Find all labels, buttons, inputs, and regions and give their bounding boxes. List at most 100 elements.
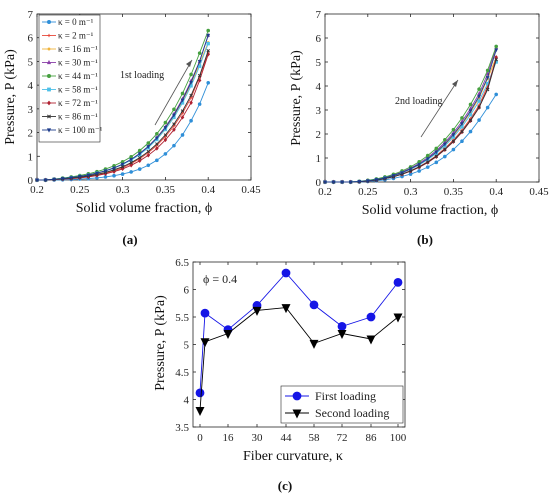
pa-data-point xyxy=(77,175,82,179)
pb-data-point xyxy=(391,174,396,178)
pa-data-point xyxy=(189,72,193,77)
legend-entry-label: κ = 44 m⁻¹ xyxy=(58,71,98,81)
pa-data-point xyxy=(35,178,39,183)
pb-data-point xyxy=(417,169,421,173)
pb-data-point xyxy=(485,105,490,110)
pb-ytick-label: 4 xyxy=(316,81,322,93)
pa-data-point xyxy=(129,170,133,174)
pa-data-point xyxy=(172,107,176,112)
pc-xtick-label: 72 xyxy=(337,432,348,444)
pc-data-point xyxy=(195,406,205,416)
pb-data-point xyxy=(357,180,362,184)
pb-data-point xyxy=(417,162,422,167)
legend-swatch-marker xyxy=(47,100,51,106)
pb-ytick-label: 3 xyxy=(316,105,322,117)
pb-data-point xyxy=(477,94,481,99)
pa-data-point xyxy=(206,33,211,38)
pa-data-point xyxy=(197,51,202,55)
pa-data-point xyxy=(163,126,168,130)
pa-ytick-label: 7 xyxy=(28,9,34,21)
pc-data-point xyxy=(337,329,347,339)
pb-data-point xyxy=(494,44,499,49)
pb-ytick-label: 1 xyxy=(316,153,322,165)
pa-data-point xyxy=(103,169,108,174)
panel-b-annotation: 2nd loading xyxy=(395,96,443,107)
pc-series-1 xyxy=(195,304,403,416)
pb-ytick-label: 2 xyxy=(316,129,322,141)
legend-swatch-marker xyxy=(46,128,52,133)
pb-data-point xyxy=(365,179,370,184)
pc-ytick-label: 5 xyxy=(184,340,190,352)
pb-data-point xyxy=(425,153,430,158)
pa-data-point xyxy=(146,141,151,145)
legend-swatch-marker xyxy=(47,87,51,92)
pc-legend-swatch-marker xyxy=(292,409,302,419)
pb-data-point xyxy=(477,105,481,109)
pb-data-point xyxy=(425,157,430,162)
panel-c-legend-box xyxy=(280,385,404,424)
panel-a-xlabel: Solid volume fraction, ϕ xyxy=(76,201,212,216)
legend-entry-label: κ = 72 m⁻¹ xyxy=(58,98,98,108)
panel-a-arrow xyxy=(154,59,193,126)
pa-data-point xyxy=(172,127,176,132)
pa-data-point xyxy=(206,80,211,85)
pb-xtick-label: 0.3 xyxy=(404,186,418,198)
pb-data-point xyxy=(434,146,439,151)
legend-swatch-marker xyxy=(46,59,52,65)
legend-entry-label: κ = 100 m⁻¹ xyxy=(58,125,103,135)
pb-data-point xyxy=(494,55,498,60)
pc-xtick-label: 58 xyxy=(309,432,321,444)
legend-swatch-marker xyxy=(47,47,51,51)
pa-data-point xyxy=(146,163,151,168)
pb-data-point xyxy=(425,165,430,169)
pb-xtick-label: 0.2 xyxy=(318,186,332,198)
pc-ytick-label: 5.5 xyxy=(175,312,189,324)
pb-data-point xyxy=(477,99,481,103)
pc-data-point xyxy=(223,329,233,339)
pb-data-point xyxy=(468,129,473,134)
pa-ytick-label: 5 xyxy=(28,56,34,68)
pb-data-point xyxy=(451,147,456,152)
pb-ytick-label: 0 xyxy=(316,177,322,189)
pc-ytick-label: 4 xyxy=(184,395,190,407)
pc-data-point xyxy=(200,308,210,318)
pb-data-point xyxy=(340,180,345,185)
pa-data-point xyxy=(180,109,185,113)
pa-data-point xyxy=(129,157,134,162)
pb-xtick-label: 0.25 xyxy=(358,186,378,198)
pc-ytick-label: 6.5 xyxy=(175,257,189,269)
pc-ytick-label: 4.5 xyxy=(175,367,189,379)
pb-data-point xyxy=(477,118,481,122)
pb-xtick-label: 0.35 xyxy=(444,186,464,198)
pa-data-point xyxy=(163,137,168,143)
pb-ytick-label: 5 xyxy=(316,57,322,69)
pc-data-point xyxy=(309,300,319,310)
legend-entry-label: κ = 58 m⁻¹ xyxy=(58,85,98,95)
pa-series-8 xyxy=(35,33,211,183)
pb-data-point xyxy=(374,178,379,182)
pa-data-point xyxy=(189,80,193,85)
pc-data-point xyxy=(252,306,262,316)
panel-b: 0.2 0.25 0.3 0.35 0.4 0.45 0 1 2 3 4 5 6 7 2nd loadin… xyxy=(289,9,549,247)
pb-data-point xyxy=(468,102,473,107)
pc-data-point xyxy=(281,304,291,314)
panel-c-xlabel: Fiber curvature, κ xyxy=(243,449,343,464)
pa-data-point xyxy=(112,173,116,178)
pa-data-point xyxy=(197,64,202,68)
panel-c-legend: First loading Second loading xyxy=(280,385,404,424)
pc-xtick-label: 44 xyxy=(281,432,293,444)
pb-data-point xyxy=(434,150,439,155)
pa-data-point xyxy=(180,115,185,120)
legend-swatch-marker xyxy=(47,114,51,119)
pa-ytick-label: 4 xyxy=(28,80,34,92)
pb-data-point xyxy=(468,109,473,114)
pb-data-point xyxy=(323,180,327,185)
pc-data-point xyxy=(337,321,347,331)
pb-data-point xyxy=(451,133,456,138)
pc-data-point xyxy=(393,277,403,287)
pa-data-point xyxy=(146,153,151,158)
pa-xtick-label: 0.3 xyxy=(116,184,130,196)
pb-data-point xyxy=(460,122,464,127)
pc-legend-entry-label: First loading xyxy=(315,389,376,403)
panel-b-label: (b) xyxy=(417,232,433,247)
